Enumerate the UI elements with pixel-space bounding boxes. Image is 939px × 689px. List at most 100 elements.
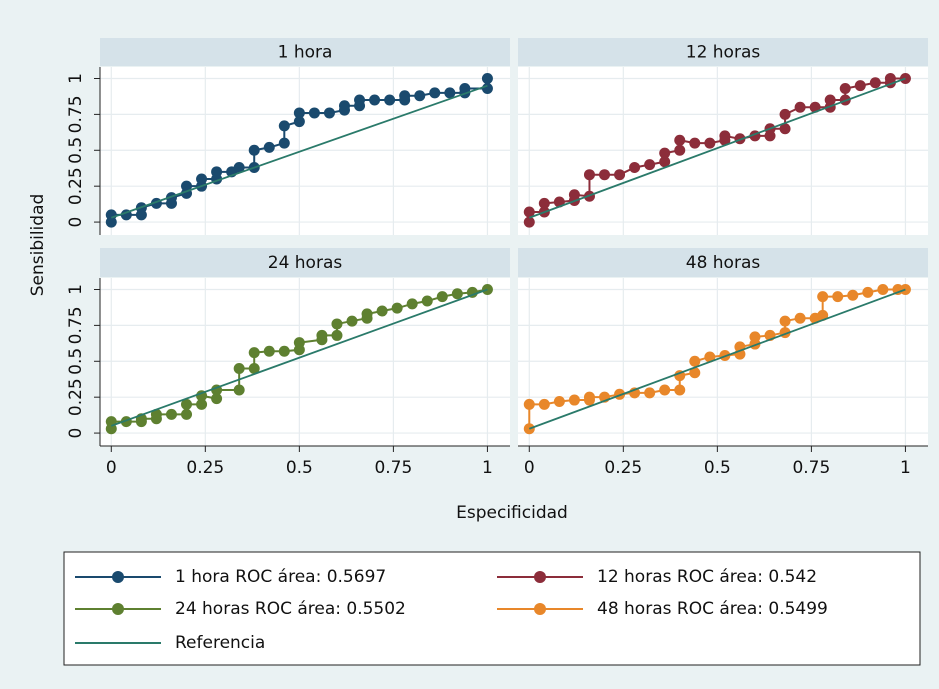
roc-point [248,362,260,374]
roc-point [436,291,448,303]
y-tick-label: 0 [66,217,86,228]
roc-point [824,94,836,106]
roc-point [278,120,290,132]
roc-point [346,315,358,327]
legend-label: 24 horas ROC área: 0.5502 [175,599,406,619]
roc-point [481,83,493,95]
x-tick-label: 0.75 [374,458,412,478]
roc-point [704,351,716,363]
y-tick-label: 1 [66,73,86,84]
roc-point [719,130,731,142]
roc-point [293,337,305,349]
panel-title: 48 horas [686,253,761,273]
roc-point [674,144,686,156]
roc-point [481,72,493,84]
roc-point [278,137,290,149]
roc-point [523,206,535,218]
roc-point [817,309,829,321]
roc-point [211,393,223,405]
roc-point [248,347,260,359]
roc-point [892,283,904,295]
x-tick-label: 0 [524,458,535,478]
roc-point [674,384,686,396]
x-tick-label: 0 [106,458,117,478]
panel-header [518,248,928,277]
reference-line [528,77,906,219]
roc-point [674,134,686,146]
x-tick-label: 0.75 [792,458,830,478]
roc-point [817,291,829,303]
y-tick-label: 0.25 [66,378,86,416]
roc-point [233,384,245,396]
roc-point [847,289,859,301]
roc-point [376,305,388,317]
legend-marker [534,571,546,583]
panel-title: 12 horas [686,43,761,63]
panel-header [100,248,510,277]
x-tick-label: 1 [900,458,911,478]
roc-point [293,107,305,119]
roc-point [832,291,844,303]
y-tick-label: 0 [66,428,86,439]
roc-point [316,329,328,341]
roc-point [689,367,701,379]
x-tick-label: 1 [482,458,493,478]
roc-point [233,162,245,174]
roc-point [293,116,305,128]
roc-point [779,315,791,327]
roc-point [568,189,580,201]
roc-point [181,408,193,420]
roc-point [323,107,335,119]
roc-point [659,147,671,159]
y-tick-label: 0.5 [66,348,86,375]
x-tick-label: 0.25 [186,458,224,478]
roc-point [568,394,580,406]
roc-point [248,144,260,156]
roc-point [181,398,193,410]
roc-point [150,408,162,420]
x-tick-label: 0.5 [704,458,731,478]
reference-line [110,288,488,427]
roc-point [444,87,456,99]
roc-point [869,77,881,89]
roc-point [354,94,366,106]
roc-point [414,90,426,102]
roc-point [599,169,611,181]
roc-point [105,209,117,221]
reference-line [528,288,906,430]
roc-point [877,283,889,295]
roc-point [523,216,535,228]
roc-point [794,312,806,324]
roc-point [369,94,381,106]
panel-header [518,38,928,66]
roc-point [263,141,275,153]
roc-point [421,295,433,307]
roc-point [391,302,403,314]
roc-point [263,345,275,357]
y-tick-label: 0.75 [66,95,86,133]
legend-marker [112,603,124,615]
roc-point [361,308,373,320]
roc-point [794,101,806,113]
legend-marker [534,603,546,615]
reference-line [110,84,488,219]
roc-point [196,398,208,410]
x-tick-label: 0.5 [286,458,313,478]
roc-point [406,298,418,310]
roc-point [583,169,595,181]
roc-point [884,72,896,84]
panel-title: 1 hora [278,43,333,63]
roc-point [384,94,396,106]
roc-point [278,345,290,357]
x-axis-label: Especificidad [456,503,568,523]
y-axis-label: Sensibilidad [28,194,48,297]
roc-point [451,288,463,300]
roc-point [749,331,761,343]
legend-box [63,551,921,666]
y-tick-label: 1 [66,284,86,295]
panel-header [100,38,510,66]
roc-point [862,286,874,298]
roc-point [165,408,177,420]
